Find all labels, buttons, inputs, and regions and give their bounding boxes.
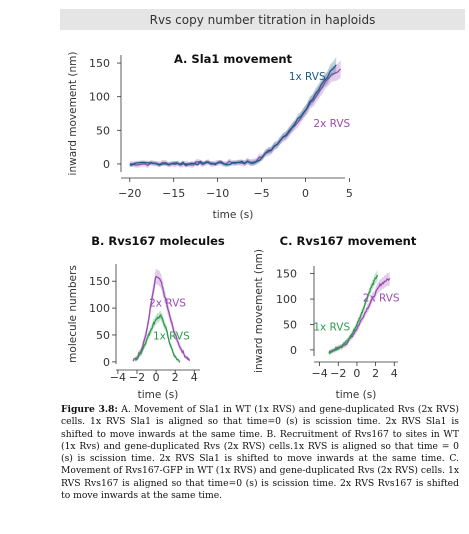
panel-b-title: B. Rvs167 molecules — [91, 234, 225, 248]
panel-a-series-1-line — [129, 64, 337, 167]
panel-b-x-tick-label: −2 — [129, 371, 145, 384]
panel-b-x-tick-label: −4 — [110, 371, 126, 384]
panel-a-y-tick-label: 100 — [89, 91, 110, 104]
panel-c-y-tick-label: 50 — [283, 318, 297, 331]
panel-a-x-tick-label: −20 — [118, 187, 141, 200]
panel-a-y-axis-label: inward movement (nm) — [67, 52, 79, 176]
panel-a-x-tick-label: −10 — [206, 187, 229, 200]
panel-c-title: C. Rvs167 movement — [280, 234, 417, 248]
panel-c-x-tick-label: 4 — [391, 367, 398, 380]
panel-c-x-tick-label: −2 — [330, 367, 346, 380]
figure-header-title: Rvs copy number titration in haploids — [149, 12, 376, 27]
panel-a-y-tick-label: 50 — [96, 124, 110, 137]
panel-a-x-tick-label: −15 — [162, 187, 185, 200]
panel-c-x-tick-label: 0 — [353, 367, 360, 380]
panel-a-title: A. Sla1 movement — [174, 52, 293, 66]
figure-caption: Figure 3.8: A. Movement of Sla1 in WT (1… — [61, 404, 459, 502]
panel-b-series-label: 2x RVS — [149, 297, 186, 309]
panel-b-series-1-line — [134, 313, 181, 363]
panel-a-series-label: 2x RVS — [313, 118, 350, 130]
panel-c-y-axis-label: inward movement (nm) — [253, 249, 265, 373]
panel-a-x-tick-label: 5 — [346, 187, 353, 200]
panel-b-x-tick-label: 4 — [191, 371, 198, 384]
panel-b-x-tick-label: 2 — [172, 371, 179, 384]
panel-b-series-0-line — [132, 275, 191, 362]
panel-c-series-1-band — [328, 269, 378, 356]
panel-c-x-tick-label: 2 — [372, 367, 379, 380]
panel-c-y-tick-label: 0 — [290, 344, 297, 357]
panel-c-y-tick-label: 150 — [276, 268, 297, 281]
panel-b-y-axis-label: molecule numbers — [67, 265, 79, 363]
panel-c-series-1-line — [328, 274, 379, 355]
caption-label: Figure 3.8: — [61, 404, 118, 415]
figure-header: Rvs copy number titration in haploids — [60, 9, 465, 30]
panel-a-y-tick-label: 150 — [89, 57, 110, 70]
panel-b-x-tick-label: 0 — [153, 371, 160, 384]
panel-b-y-tick-label: 100 — [89, 302, 110, 315]
panel-b-series-label: 1x RVS — [153, 330, 190, 342]
panel-c-x-tick-label: −4 — [311, 367, 327, 380]
panel-b-y-tick-label: 150 — [89, 275, 110, 288]
caption-text: A. Movement of Sla1 in WT (1x RVS) and g… — [61, 404, 459, 502]
panel-a-y-tick-label: 0 — [103, 158, 110, 171]
panel-a-x-tick-label: −5 — [253, 187, 269, 200]
panel-a-x-axis-label: time (s) — [213, 209, 254, 221]
panel-c-y-tick-label: 100 — [276, 293, 297, 306]
panel-a-series-label: 1x RVS — [289, 71, 326, 83]
panel-c-x-axis-label: time (s) — [336, 389, 377, 400]
panel-a-x-tick-label: 0 — [302, 187, 309, 200]
panel-b-x-axis-label: time (s) — [138, 389, 179, 400]
panel-c-series-label: 2x RVS — [363, 293, 400, 305]
panel-c-series-0-band — [328, 271, 390, 354]
panel-a-series-0-line — [129, 68, 342, 167]
panel-c-series-label: 1x RVS — [313, 322, 350, 334]
panel-b-y-tick-label: 50 — [96, 329, 110, 342]
panel-b-y-tick-label: 0 — [103, 356, 110, 369]
